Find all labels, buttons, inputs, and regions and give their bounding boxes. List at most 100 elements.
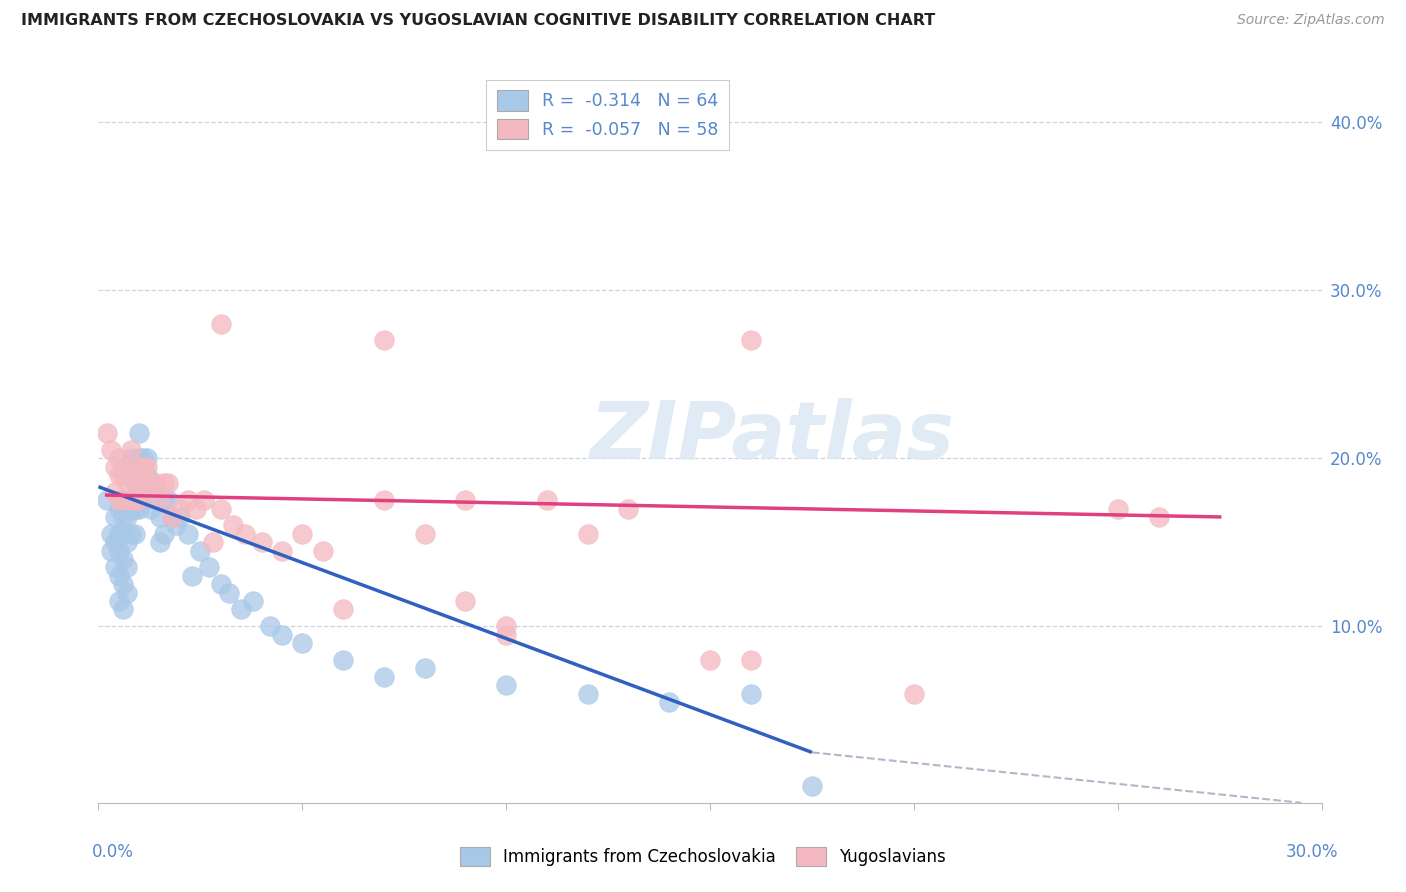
Point bbox=[120, 467, 142, 482]
Point bbox=[149, 510, 172, 524]
Point bbox=[96, 493, 118, 508]
Point bbox=[231, 602, 253, 616]
Point bbox=[111, 493, 134, 508]
Point bbox=[120, 442, 142, 457]
Point bbox=[104, 510, 127, 524]
Point bbox=[576, 686, 599, 700]
Text: 30.0%: 30.0% bbox=[1286, 843, 1339, 861]
Point bbox=[193, 493, 215, 508]
Point bbox=[201, 535, 224, 549]
Point bbox=[242, 594, 264, 608]
Point bbox=[312, 543, 335, 558]
Point bbox=[740, 334, 762, 348]
Point bbox=[141, 476, 163, 491]
Point bbox=[115, 560, 138, 574]
Point bbox=[124, 526, 146, 541]
Point bbox=[373, 493, 395, 508]
Point bbox=[128, 459, 150, 474]
Point bbox=[128, 425, 150, 440]
Point bbox=[149, 493, 172, 508]
Point bbox=[177, 493, 200, 508]
Point bbox=[454, 493, 477, 508]
Point bbox=[156, 493, 179, 508]
Point bbox=[108, 526, 131, 541]
Point bbox=[1147, 510, 1170, 524]
Point bbox=[111, 577, 134, 591]
Point bbox=[128, 451, 150, 466]
Point bbox=[413, 526, 436, 541]
Point bbox=[104, 560, 127, 574]
Point bbox=[454, 594, 477, 608]
Point bbox=[100, 543, 122, 558]
Text: IMMIGRANTS FROM CZECHOSLOVAKIA VS YUGOSLAVIAN COGNITIVE DISABILITY CORRELATION C: IMMIGRANTS FROM CZECHOSLOVAKIA VS YUGOSL… bbox=[21, 13, 935, 29]
Point bbox=[152, 493, 174, 508]
Point bbox=[132, 459, 155, 474]
Point bbox=[291, 526, 314, 541]
Text: ZIPatlas: ZIPatlas bbox=[589, 398, 953, 476]
Point bbox=[108, 493, 131, 508]
Point bbox=[132, 484, 155, 499]
Point bbox=[108, 451, 131, 466]
Point bbox=[115, 510, 138, 524]
Point bbox=[141, 476, 163, 491]
Point bbox=[136, 467, 159, 482]
Text: Source: ZipAtlas.com: Source: ZipAtlas.com bbox=[1237, 13, 1385, 28]
Point bbox=[740, 686, 762, 700]
Point bbox=[156, 476, 179, 491]
Text: 0.0%: 0.0% bbox=[91, 843, 134, 861]
Point bbox=[115, 476, 138, 491]
Point bbox=[291, 636, 314, 650]
Point bbox=[270, 627, 294, 641]
Point bbox=[124, 493, 146, 508]
Point bbox=[233, 526, 256, 541]
Point bbox=[160, 510, 183, 524]
Point bbox=[145, 476, 167, 491]
Point bbox=[108, 543, 131, 558]
Point bbox=[160, 510, 183, 524]
Point bbox=[124, 476, 146, 491]
Point bbox=[617, 501, 640, 516]
Point bbox=[104, 484, 127, 499]
Point bbox=[145, 493, 167, 508]
Point bbox=[136, 459, 159, 474]
Point bbox=[699, 653, 721, 667]
Point bbox=[120, 451, 142, 466]
Point bbox=[152, 476, 174, 491]
Point bbox=[141, 501, 163, 516]
Point bbox=[152, 526, 174, 541]
Point bbox=[332, 653, 354, 667]
Point bbox=[111, 602, 134, 616]
Point bbox=[132, 451, 155, 466]
Point bbox=[111, 467, 134, 482]
Point bbox=[165, 518, 187, 533]
Point bbox=[576, 526, 599, 541]
Legend: R =  -0.314   N = 64, R =  -0.057   N = 58: R = -0.314 N = 64, R = -0.057 N = 58 bbox=[486, 80, 728, 150]
Point bbox=[1107, 501, 1129, 516]
Point bbox=[100, 526, 122, 541]
Point bbox=[124, 467, 146, 482]
Point bbox=[197, 560, 219, 574]
Point bbox=[222, 518, 245, 533]
Point bbox=[332, 602, 354, 616]
Point bbox=[413, 661, 436, 675]
Point bbox=[132, 476, 155, 491]
Point bbox=[181, 569, 204, 583]
Point bbox=[96, 425, 118, 440]
Point bbox=[658, 695, 681, 709]
Point bbox=[740, 653, 762, 667]
Point bbox=[128, 501, 150, 516]
Point bbox=[111, 552, 134, 566]
Point bbox=[120, 493, 142, 508]
Point bbox=[120, 501, 142, 516]
Point bbox=[115, 585, 138, 599]
Point bbox=[250, 535, 273, 549]
Point bbox=[188, 543, 212, 558]
Point bbox=[115, 535, 138, 549]
Point bbox=[108, 467, 131, 482]
Point bbox=[186, 501, 208, 516]
Point bbox=[120, 526, 142, 541]
Point bbox=[115, 459, 138, 474]
Point bbox=[259, 619, 281, 633]
Point bbox=[270, 543, 294, 558]
Point bbox=[903, 686, 925, 700]
